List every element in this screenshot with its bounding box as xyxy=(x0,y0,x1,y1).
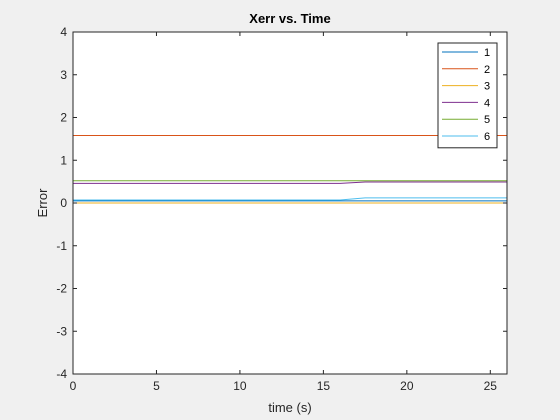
y-tick-label: -1 xyxy=(56,239,67,253)
x-axis-label: time (s) xyxy=(268,400,311,415)
legend-box xyxy=(437,42,498,149)
series-line-6 xyxy=(73,197,507,201)
legend-label-6: 6 xyxy=(484,131,490,143)
legend-label-4: 4 xyxy=(484,97,490,109)
x-tick-label: 15 xyxy=(317,379,331,393)
legend-label-5: 5 xyxy=(484,114,490,126)
legend: 1 2 3 4 5 6 xyxy=(437,42,498,149)
y-tick-label: -2 xyxy=(56,282,67,296)
y-tick-label: -4 xyxy=(56,367,67,381)
y-tick-label: 1 xyxy=(60,153,67,167)
legend-label-3: 3 xyxy=(484,81,490,93)
x-tick-label: 20 xyxy=(400,379,414,393)
x-tick-label: 10 xyxy=(233,379,247,393)
series-layer xyxy=(73,134,507,204)
x-tick-label: 0 xyxy=(70,379,77,393)
y-tick-label: 0 xyxy=(60,196,67,210)
chart-title: Xerr vs. Time xyxy=(249,11,330,26)
y-tick-label: 2 xyxy=(60,111,67,125)
y-tick-label: 4 xyxy=(60,25,67,39)
x-tick-label: 25 xyxy=(484,379,498,393)
series-line-4 xyxy=(73,181,507,184)
legend-label-2: 2 xyxy=(484,64,490,76)
legend-label-1: 1 xyxy=(484,47,490,59)
x-tick-label: 5 xyxy=(153,379,160,393)
y-axis-label: Error xyxy=(35,188,50,218)
y-tick-label: -3 xyxy=(56,324,67,338)
y-tick-label: 3 xyxy=(60,68,67,82)
